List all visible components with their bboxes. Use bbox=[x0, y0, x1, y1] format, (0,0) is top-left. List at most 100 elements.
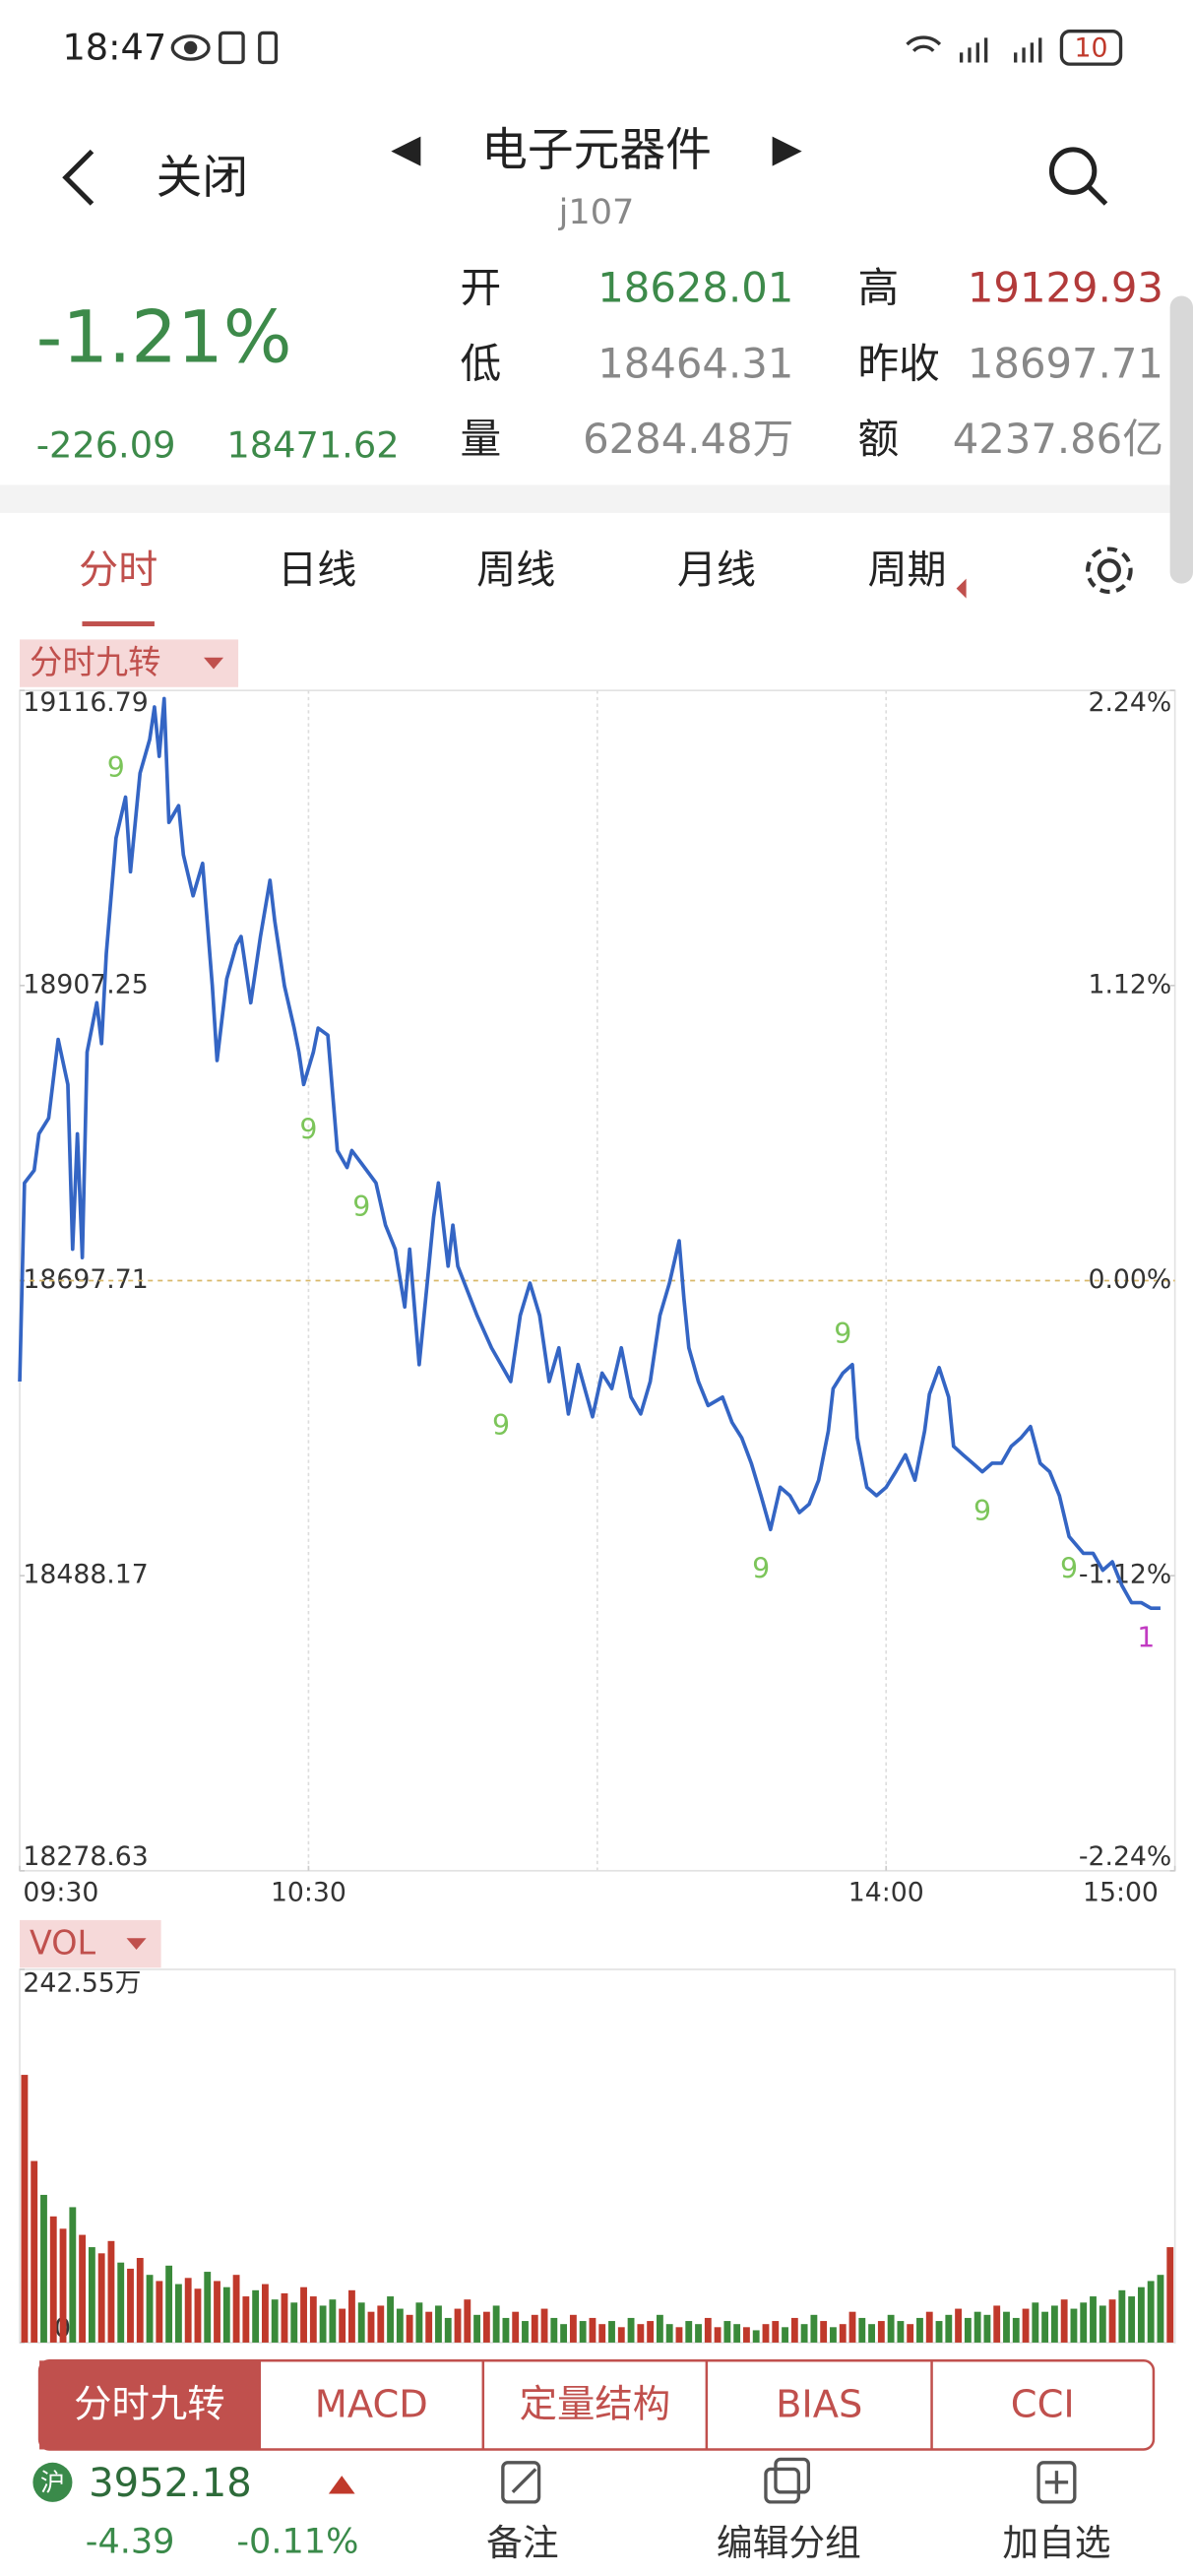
signal-label: 9 bbox=[352, 1191, 370, 1223]
volume-bar bbox=[790, 2317, 798, 2343]
field-value: 18697.71 bbox=[968, 339, 1163, 387]
volume-bar bbox=[309, 2296, 317, 2343]
price-chart: 19116.79 18907.25 18697.71 18488.17 18278.63… bbox=[18, 687, 1176, 1908]
volume-bar bbox=[858, 2317, 866, 2343]
index-arrow bbox=[328, 2476, 355, 2494]
tab[interactable]: 月线 bbox=[677, 547, 756, 593]
volume-bar bbox=[955, 2308, 963, 2343]
volume-bar bbox=[522, 2321, 529, 2343]
indicator-label[interactable]: 分时九转 bbox=[30, 643, 161, 681]
change: -226.09 bbox=[36, 424, 176, 467]
close-button[interactable]: 关闭 bbox=[157, 152, 248, 205]
volume-bar bbox=[627, 2317, 635, 2343]
volume-bar bbox=[252, 2289, 260, 2343]
volume-bar bbox=[743, 2327, 750, 2343]
volume-bar bbox=[357, 2302, 365, 2343]
toolbar-item[interactable]: MACD bbox=[315, 2383, 428, 2427]
toolbar-item[interactable]: 定量结构 bbox=[520, 2383, 671, 2427]
volume-bar bbox=[945, 2314, 953, 2343]
x-tick-label: 14:00 bbox=[848, 1878, 924, 1908]
volume-bar bbox=[887, 2314, 895, 2343]
indicator-badge[interactable] bbox=[20, 639, 239, 687]
tab[interactable]: 日线 bbox=[278, 547, 356, 593]
field-label: 开 bbox=[460, 263, 501, 311]
market: 沪 bbox=[40, 2469, 65, 2497]
back-icon[interactable] bbox=[62, 149, 94, 206]
volume-bar bbox=[656, 2314, 663, 2343]
signal-label: 9 bbox=[492, 1409, 510, 1442]
market-badge bbox=[32, 2462, 73, 2502]
next-arrow[interactable] bbox=[772, 136, 802, 166]
volume-bar bbox=[1012, 2317, 1020, 2343]
volume-bar bbox=[1166, 2247, 1174, 2343]
tab[interactable]: 周线 bbox=[476, 547, 555, 593]
volume-bar bbox=[21, 2075, 29, 2343]
volume-bar bbox=[1050, 2305, 1058, 2343]
volume-bar bbox=[435, 2305, 442, 2343]
prev-arrow[interactable] bbox=[391, 136, 421, 166]
field-label: 量 bbox=[460, 415, 501, 463]
volume-bar bbox=[1080, 2302, 1088, 2343]
field-value: 4237.86亿 bbox=[953, 415, 1163, 463]
tabs: 分时 日线 周线 月线 周期 bbox=[79, 547, 946, 593]
y-tick-label: 18488.17 bbox=[23, 1560, 148, 1590]
volume-chart: 242.55万0 bbox=[20, 1968, 1174, 2344]
volume-bar bbox=[617, 2327, 625, 2343]
volume-bar bbox=[31, 2160, 38, 2343]
volume-bar bbox=[772, 2321, 780, 2343]
volume-bar bbox=[839, 2324, 847, 2343]
title: 电子元器件 bbox=[481, 124, 712, 177]
toolbar-item[interactable]: BIAS bbox=[776, 2383, 862, 2427]
volume-bar bbox=[608, 2321, 615, 2343]
volume-bar bbox=[367, 2311, 375, 2343]
volume-bar bbox=[97, 2253, 105, 2343]
volume-bar bbox=[1041, 2311, 1049, 2343]
toolbar-item[interactable]: 分时九转 bbox=[74, 2383, 225, 2427]
action[interactable]: 备注 bbox=[486, 2522, 558, 2564]
signal-label: 9 bbox=[107, 751, 125, 784]
settings-icon[interactable] bbox=[1086, 547, 1133, 595]
status-icons bbox=[170, 30, 1123, 66]
volume-bar bbox=[762, 2324, 770, 2343]
dropdown-arrow bbox=[204, 657, 224, 670]
action[interactable]: 编辑分组 bbox=[717, 2522, 861, 2564]
volume-bar bbox=[69, 2207, 77, 2343]
volume-bar bbox=[387, 2296, 394, 2343]
volume-bar bbox=[454, 2308, 462, 2343]
search-icon[interactable] bbox=[1048, 147, 1108, 206]
volume-bar bbox=[127, 2268, 134, 2343]
volume-bar bbox=[810, 2314, 818, 2343]
volume-bar bbox=[1070, 2308, 1078, 2343]
field-label: 高 bbox=[857, 263, 899, 311]
volume-bar bbox=[242, 2296, 250, 2343]
volume-label[interactable]: VOL bbox=[30, 1923, 96, 1962]
volume-bar bbox=[993, 2305, 1001, 2343]
volume-bar bbox=[406, 2314, 413, 2343]
volume-bar bbox=[897, 2321, 905, 2343]
scroll-handle bbox=[1169, 295, 1193, 584]
volume-bar bbox=[868, 2324, 875, 2343]
action[interactable]: 加自选 bbox=[1002, 2522, 1110, 2564]
battery-level: 10 bbox=[1075, 33, 1108, 64]
volume-bar bbox=[339, 2308, 346, 2343]
volume-bar bbox=[1108, 2299, 1116, 2343]
tab[interactable]: 分时 bbox=[79, 547, 157, 593]
volume-bar bbox=[704, 2317, 712, 2343]
volume-bar bbox=[1022, 2308, 1030, 2343]
volume-bar bbox=[907, 2324, 914, 2343]
volume-bar bbox=[222, 2286, 230, 2343]
volume-bar bbox=[560, 2324, 568, 2343]
last-price: 18471.62 bbox=[226, 424, 399, 467]
tab[interactable]: 周期 bbox=[867, 547, 946, 593]
volume-bar bbox=[723, 2321, 731, 2343]
volume-bar bbox=[415, 2302, 423, 2343]
volume-bar bbox=[540, 2308, 548, 2343]
volume-bar bbox=[665, 2324, 673, 2343]
volume-bar bbox=[165, 2265, 173, 2343]
toolbar-item[interactable]: CCI bbox=[1011, 2383, 1075, 2427]
y-tick-label: 18907.25 bbox=[23, 969, 148, 999]
signal-label: 9 bbox=[1060, 1553, 1078, 1585]
volume-bar bbox=[194, 2288, 202, 2343]
volume-bar bbox=[973, 2311, 981, 2343]
index-change-pct: -0.11% bbox=[236, 2522, 358, 2562]
